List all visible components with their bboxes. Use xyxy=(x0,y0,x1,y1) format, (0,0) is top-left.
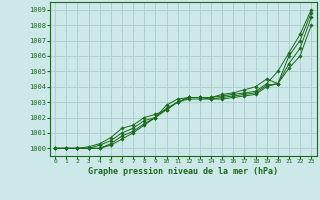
X-axis label: Graphe pression niveau de la mer (hPa): Graphe pression niveau de la mer (hPa) xyxy=(88,167,278,176)
